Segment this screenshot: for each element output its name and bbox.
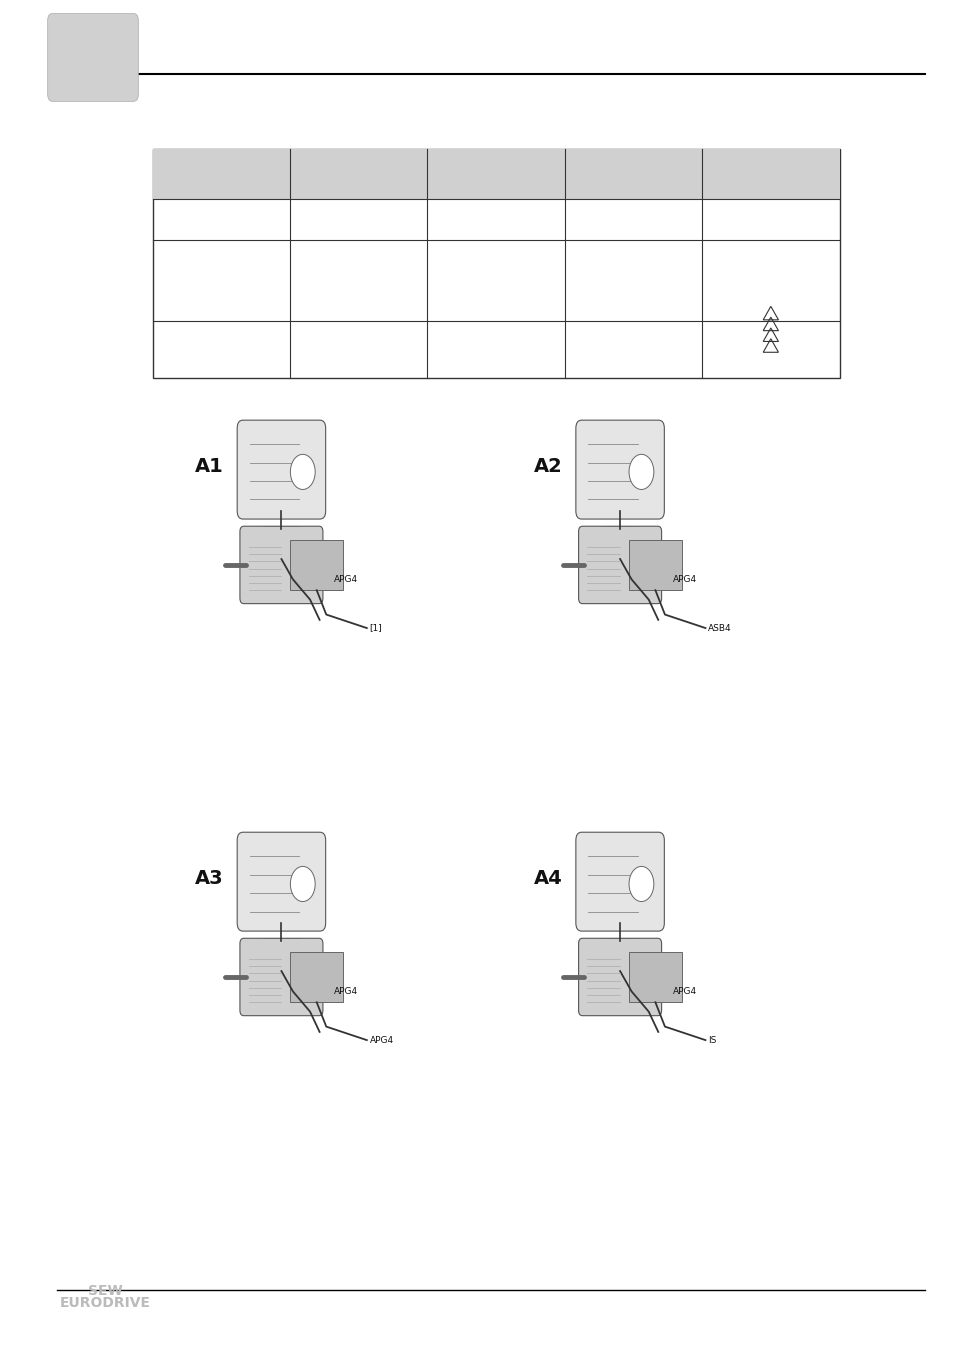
Bar bbox=[290, 952, 342, 1002]
Circle shape bbox=[290, 454, 314, 489]
Circle shape bbox=[628, 866, 653, 901]
Bar bbox=[152, 149, 839, 378]
Text: APG4: APG4 bbox=[334, 986, 357, 996]
Text: A4: A4 bbox=[534, 869, 562, 888]
Text: SEW
EURODRIVE: SEW EURODRIVE bbox=[59, 1283, 151, 1310]
Text: A1: A1 bbox=[195, 457, 224, 476]
FancyBboxPatch shape bbox=[600, 939, 639, 974]
Circle shape bbox=[628, 454, 653, 489]
FancyBboxPatch shape bbox=[576, 420, 663, 519]
FancyBboxPatch shape bbox=[237, 420, 325, 519]
Polygon shape bbox=[110, 24, 130, 41]
Bar bbox=[152, 149, 839, 199]
FancyBboxPatch shape bbox=[240, 938, 322, 1016]
Bar bbox=[629, 952, 680, 1002]
FancyBboxPatch shape bbox=[576, 832, 663, 931]
Text: [1]: [1] bbox=[369, 624, 382, 632]
Text: IS: IS bbox=[707, 1036, 716, 1044]
Bar bbox=[290, 540, 342, 590]
Text: APG4: APG4 bbox=[334, 574, 357, 584]
FancyBboxPatch shape bbox=[600, 527, 639, 562]
FancyBboxPatch shape bbox=[262, 527, 300, 562]
FancyBboxPatch shape bbox=[48, 14, 138, 101]
Circle shape bbox=[290, 866, 314, 901]
FancyBboxPatch shape bbox=[237, 832, 325, 931]
Text: APG4: APG4 bbox=[672, 574, 696, 584]
FancyBboxPatch shape bbox=[262, 939, 300, 974]
FancyBboxPatch shape bbox=[578, 526, 661, 604]
Text: APG4: APG4 bbox=[672, 986, 696, 996]
Text: A3: A3 bbox=[195, 869, 224, 888]
FancyBboxPatch shape bbox=[578, 938, 661, 1016]
Text: A2: A2 bbox=[534, 457, 562, 476]
Text: ASB4: ASB4 bbox=[707, 624, 731, 632]
FancyBboxPatch shape bbox=[240, 526, 322, 604]
Bar bbox=[629, 540, 680, 590]
Text: APG4: APG4 bbox=[369, 1036, 394, 1044]
